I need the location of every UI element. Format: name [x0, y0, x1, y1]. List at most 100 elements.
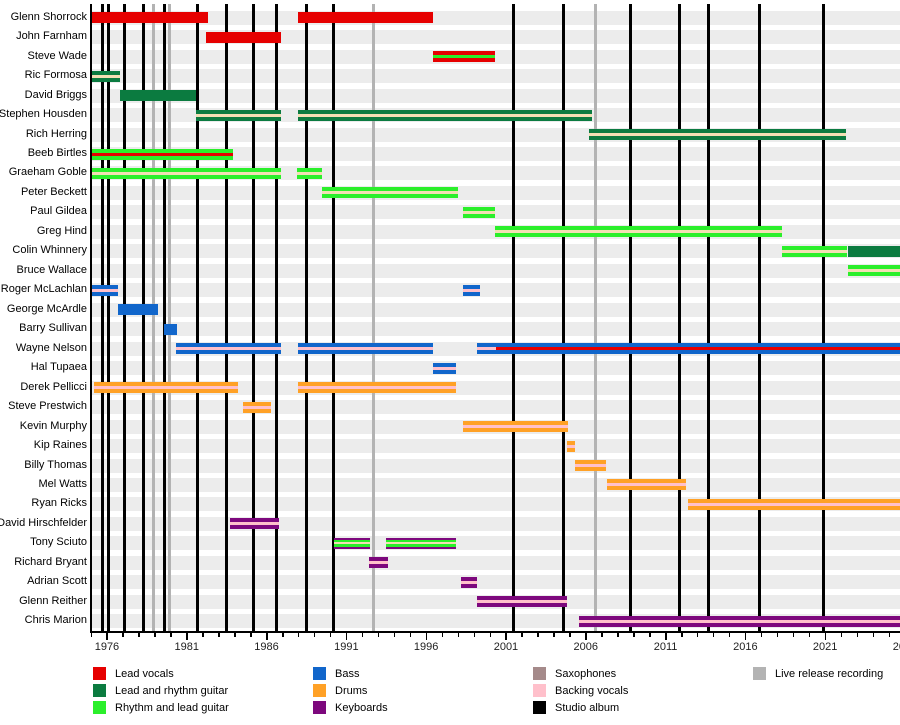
x-tick-label: 2006: [573, 641, 598, 653]
bar-layer: [368, 557, 388, 562]
legend-swatch-dgreen: [93, 684, 106, 697]
bar-layer: [687, 505, 900, 510]
x-tick-label: 1976: [94, 641, 120, 653]
bar-layer: [588, 133, 846, 137]
member-label: Paul Gildea: [30, 205, 87, 218]
minor-tick: [601, 633, 603, 637]
major-tick: [824, 633, 827, 640]
bar-layer: [242, 405, 272, 409]
live-recording-line: [593, 4, 597, 631]
minor-tick: [553, 633, 555, 637]
legend-label: Studio album: [555, 702, 620, 714]
legend-label: Lead and rhythm guitar: [115, 685, 229, 697]
member-bar: [118, 304, 159, 316]
bar-layer: [94, 382, 238, 387]
minor-tick: [457, 633, 460, 637]
bar-layer: [322, 187, 459, 192]
minor-tick: [569, 633, 571, 637]
bar-layer: [229, 525, 280, 530]
bar-layer: [477, 596, 567, 601]
minor-tick: [154, 633, 156, 637]
member-bar: [432, 362, 457, 374]
row-band: [91, 88, 900, 103]
member-bar: [91, 70, 120, 82]
bar-layer: [606, 483, 687, 487]
x-tick-label: 1991: [334, 641, 359, 653]
bar-layer: [432, 55, 495, 59]
member-bar: [606, 479, 687, 491]
minor-tick: [888, 633, 890, 637]
member-label: Colin Whinnery: [12, 244, 87, 257]
major-tick: [585, 633, 587, 640]
studio-album-line: [101, 4, 105, 631]
bar-layer: [164, 323, 178, 335]
bar-layer: [847, 272, 900, 277]
bar-layer: [368, 564, 388, 569]
minor-tick: [840, 633, 843, 637]
member-label: Richard Bryant: [14, 555, 87, 568]
member-bar: [368, 557, 388, 569]
row-band: [91, 516, 900, 531]
x-tick-label: 2021: [812, 641, 838, 653]
major-tick: [106, 633, 108, 640]
bar-layer: [196, 113, 281, 117]
member-bar: [91, 167, 281, 179]
minor-tick: [792, 633, 795, 637]
bar-layer: [91, 284, 119, 289]
bar-layer: [462, 291, 481, 296]
member-bar: [205, 31, 281, 43]
x-axis: 1976 1981 1986 1991 1996 2001 2006 2011 2016 2021…: [90, 4, 900, 653]
minor-tick: [138, 633, 140, 637]
minor-tick: [90, 633, 92, 637]
x-tick-label: 1981: [174, 641, 199, 653]
studio-album-line: [274, 4, 278, 631]
legend: Lead vocals Lead and rhythm guitar Rhythm …: [0, 660, 900, 725]
legend-label: Lead vocals: [115, 668, 174, 680]
studio-album-line: [561, 4, 565, 631]
minor-tick: [122, 633, 124, 637]
bar-layer: [462, 210, 495, 214]
member-label: Steve Wade: [27, 49, 87, 62]
bar-layer: [432, 58, 495, 63]
bar-layer: [477, 343, 497, 348]
member-bar: [477, 596, 567, 608]
minor-tick: [681, 633, 683, 637]
member-label: Adrian Scott: [27, 575, 87, 588]
legend-label: Live release recording: [775, 668, 884, 680]
major-tick: [345, 633, 348, 640]
member-bar: [477, 343, 497, 355]
member-bar: [298, 109, 593, 121]
legend-item: Lead vocals: [93, 667, 303, 681]
bar-layer: [91, 288, 119, 292]
studio-album-line: [758, 4, 762, 631]
bar-layer: [298, 109, 593, 114]
minor-tick: [377, 633, 380, 637]
live-recording-line: [151, 4, 155, 631]
minor-tick: [441, 633, 444, 637]
legend-label: Keyboards: [335, 702, 388, 714]
bar-layer: [94, 386, 238, 390]
minor-tick: [202, 633, 204, 637]
studio-album-line: [196, 4, 200, 631]
bar-layer: [496, 347, 900, 351]
bar-layer: [687, 502, 900, 506]
member-label: Ryan Ricks: [31, 497, 87, 510]
bar-layer: [296, 174, 323, 179]
legend-label: Drums: [335, 685, 368, 697]
minor-tick: [872, 633, 875, 637]
member-bar: [574, 460, 607, 472]
member-bar: [494, 226, 783, 238]
legend-swatch-orange: [313, 684, 326, 697]
bar-layer: [333, 546, 371, 549]
row-band: [91, 575, 900, 590]
legend-swatch-purple: [313, 701, 326, 714]
bar-layer: [477, 350, 497, 355]
row-band: [91, 69, 900, 84]
bar-layer: [461, 583, 478, 588]
bar-layer: [847, 245, 900, 257]
member-bar: [119, 90, 197, 102]
row-band: [91, 380, 900, 395]
bar-layer: [91, 174, 281, 179]
legend-item: Keyboards: [313, 701, 523, 715]
